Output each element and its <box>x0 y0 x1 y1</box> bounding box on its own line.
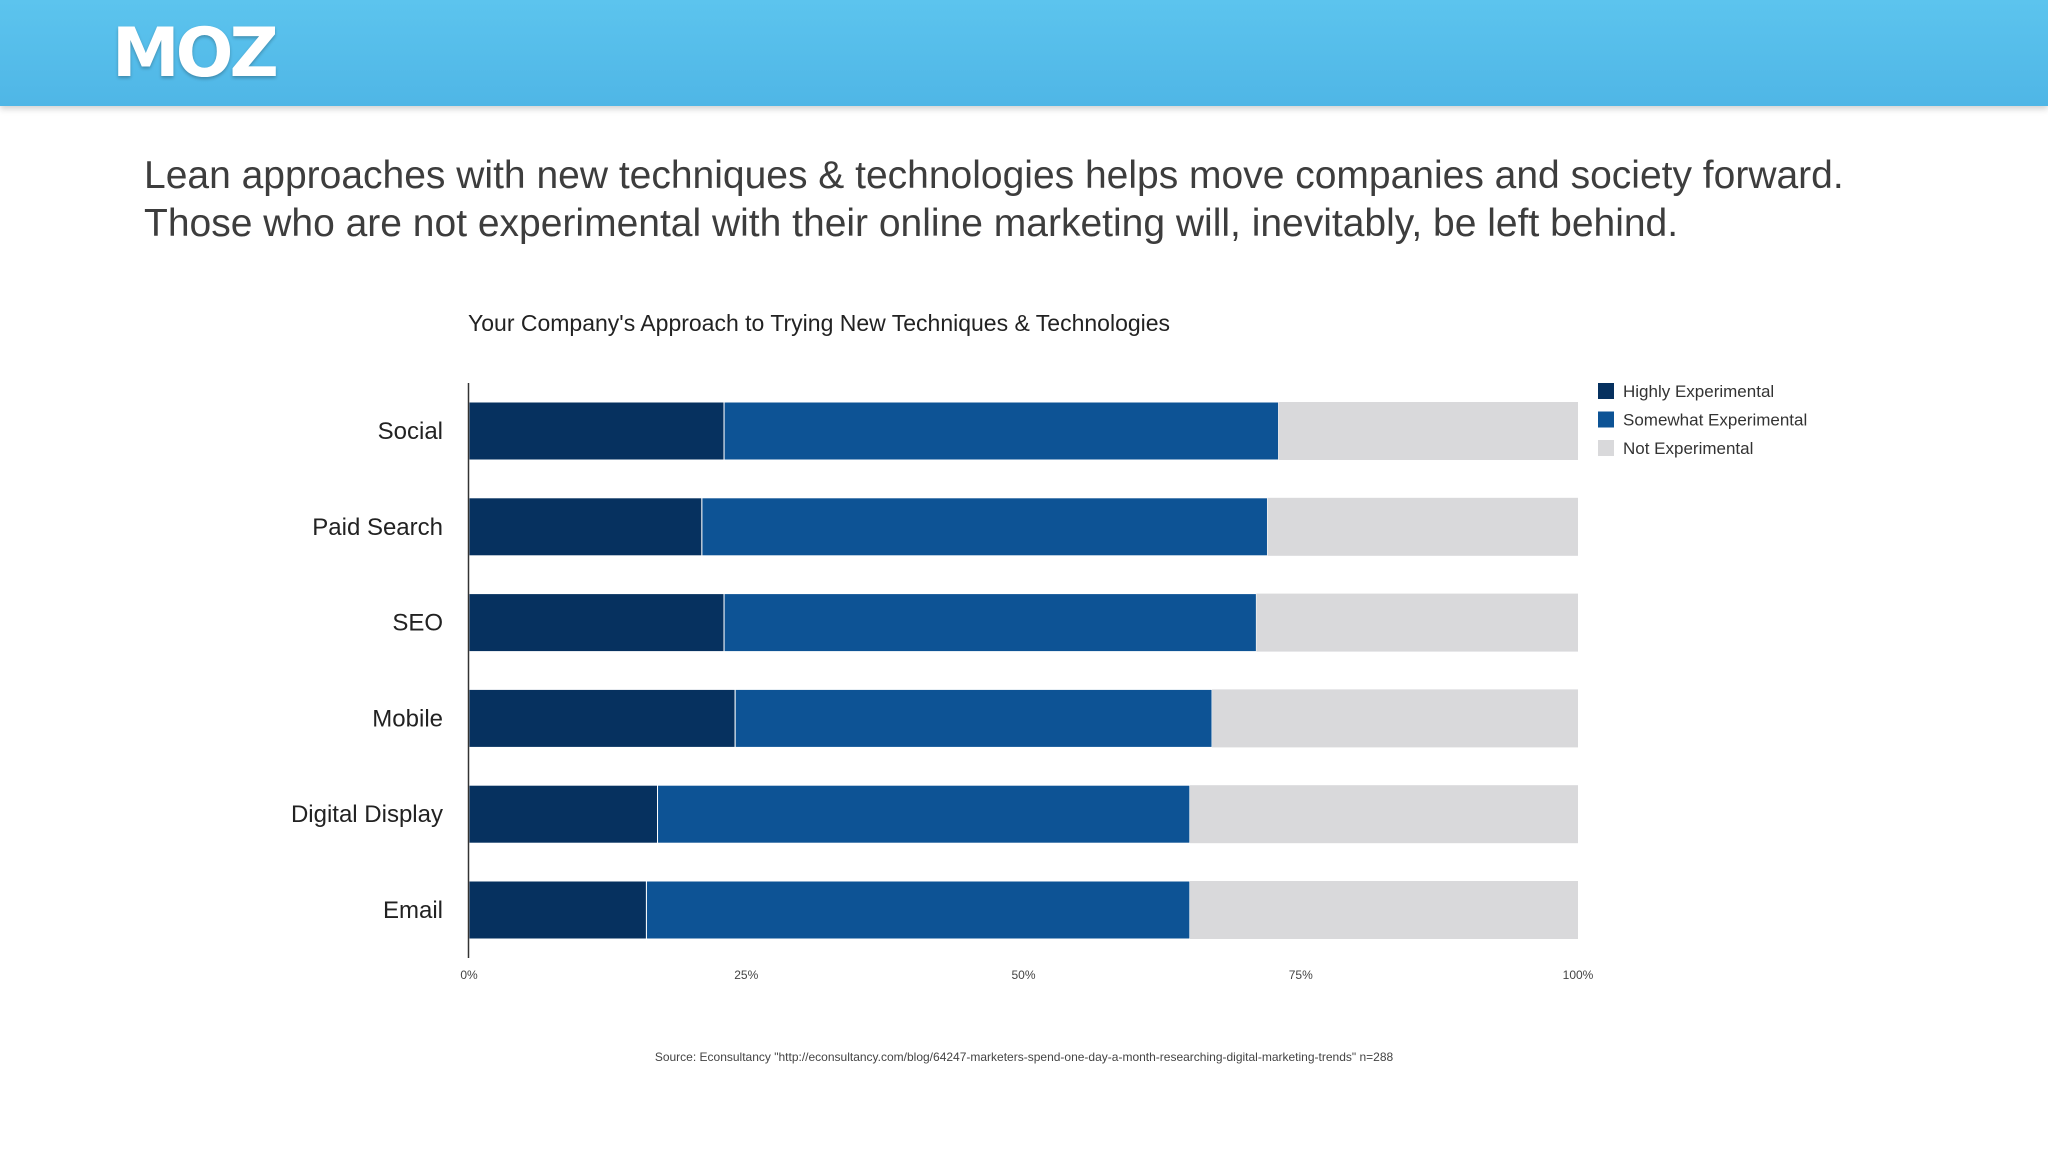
source-note: Source: Econsultancy "http://econsultanc… <box>654 1050 1394 1064</box>
category-labels: Social Paid Search SEO Mobile Digital Displa… <box>291 418 443 924</box>
bar-email-not-experimental <box>1189 881 1578 939</box>
moz-logo: MOZ <box>112 14 279 93</box>
bar-seo-not-experimental <box>1256 593 1578 652</box>
category-label-email: Email <box>383 897 443 924</box>
x-tick-labels: 0% 25% 50% 75% 100% <box>460 968 1593 982</box>
bar-mobile-highly-experimental <box>468 688 736 748</box>
category-label-seo: SEO <box>392 610 443 637</box>
bar-paid-search-somewhat-experimental <box>701 497 1268 557</box>
bar-paid-search-not-experimental <box>1267 497 1578 556</box>
bar-digital-display-highly-experimental <box>468 784 659 844</box>
bar-email-somewhat-experimental <box>645 880 1191 940</box>
legend-swatch-somewhat-experimental <box>1598 411 1614 428</box>
bar-seo-somewhat-experimental <box>723 593 1257 653</box>
bar-digital-display-somewhat-experimental <box>657 784 1191 844</box>
category-label-paid-search: Paid Search <box>312 514 443 541</box>
stacked-bar-chart: Your Company's Approach to Trying New Te… <box>291 310 1807 982</box>
legend-label-somewhat-experimental: Somewhat Experimental <box>1623 411 1807 430</box>
bar-seo-highly-experimental <box>468 593 725 653</box>
header-bar: MOZ <box>0 0 2048 106</box>
bar-social-somewhat-experimental <box>723 401 1280 461</box>
category-label-digital-display: Digital Display <box>291 801 443 828</box>
bar-digital-display-not-experimental <box>1189 785 1578 844</box>
legend-label-not-experimental: Not Experimental <box>1623 439 1753 458</box>
legend-swatch-highly-experimental <box>1598 383 1614 399</box>
legend-label-highly-experimental: Highly Experimental <box>1623 382 1774 401</box>
bars-group <box>468 401 1578 940</box>
x-tick-label: 25% <box>734 968 758 982</box>
x-tick-label: 50% <box>1011 968 1035 982</box>
headline-line-2: Those who are not experimental with thei… <box>144 202 1679 245</box>
headline: Lean approaches with new techniques & te… <box>144 152 2004 248</box>
bar-email-highly-experimental <box>468 880 647 940</box>
bar-paid-search-highly-experimental <box>468 497 703 557</box>
bar-social-highly-experimental <box>468 401 725 461</box>
category-label-mobile: Mobile <box>372 705 443 732</box>
headline-line-1: Lean approaches with new techniques & te… <box>144 154 1844 197</box>
bar-social-not-experimental <box>1278 402 1578 460</box>
legend: Highly Experimental Somewhat Experimental… <box>1598 382 1807 458</box>
x-tick-label: 100% <box>1563 968 1594 982</box>
legend-swatch-not-experimental <box>1598 440 1614 456</box>
x-tick-label: 75% <box>1289 968 1313 982</box>
category-label-social: Social <box>378 418 443 445</box>
bar-mobile-not-experimental <box>1212 689 1578 748</box>
chart-title: Your Company's Approach to Trying New Te… <box>468 310 1170 336</box>
bar-mobile-somewhat-experimental <box>734 688 1213 748</box>
x-tick-label: 0% <box>460 968 478 982</box>
